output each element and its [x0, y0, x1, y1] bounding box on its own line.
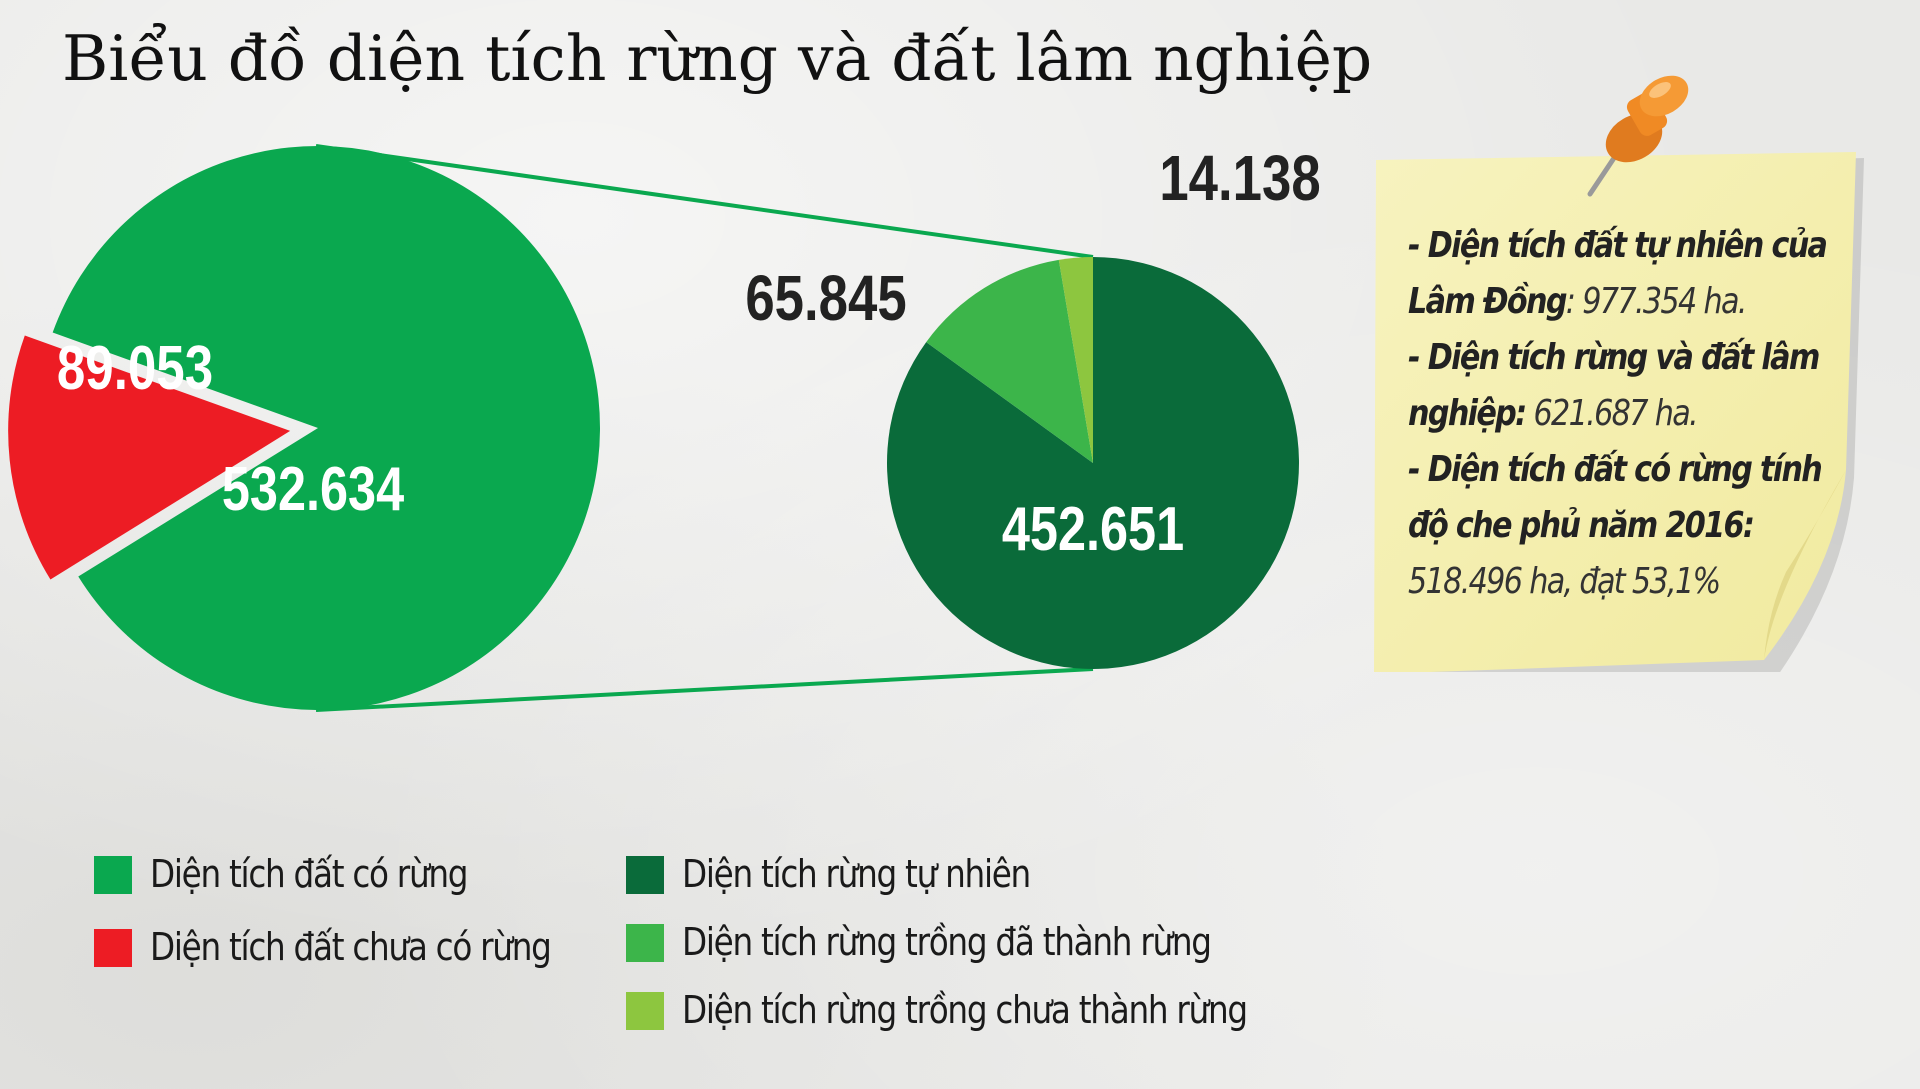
pie-forest-land	[8, 145, 600, 710]
value-label-planted-established: 65.845	[745, 262, 906, 334]
note-line-5: - Diện tích đất có rừng tính	[1408, 449, 1823, 490]
value-label-planted-not-established: 14.138	[1159, 142, 1320, 214]
slice-planted-established	[926, 259, 1093, 463]
value-label-unforested-land: 89.053	[57, 334, 213, 403]
note-line-1: - Diện tích đất tự nhiên của	[1408, 225, 1828, 266]
chart-title: Biểu đồ diện tích rừng và đất lâm nghiệp	[62, 22, 1373, 95]
legend-swatch	[626, 856, 664, 894]
legend-swatch	[94, 929, 132, 967]
connector-bottom	[315, 667, 1094, 712]
connector-top	[315, 144, 1094, 259]
legend-swatch	[626, 992, 664, 1030]
note-line-3: - Diện tích rừng và đất lâm	[1408, 337, 1820, 378]
legend-label: Diện tích đất chưa có rừng	[150, 925, 552, 969]
legend-label: Diện tích rừng tự nhiên	[682, 852, 1031, 896]
legend-label: Diện tích rừng trồng đã thành rừng	[682, 920, 1212, 964]
value-label-natural-forest: 452.651	[1002, 495, 1184, 564]
pie-forest-breakdown	[886, 257, 1299, 670]
push-pin-icon	[1587, 75, 1689, 197]
slice-planted-not-established	[1058, 257, 1093, 463]
legend-swatch	[94, 856, 132, 894]
note-line-2: Lâm Đồng: 977.354 ha.	[1408, 281, 1747, 322]
slice-forest-land	[52, 145, 600, 710]
legend-swatch	[626, 924, 664, 962]
legend-label: Diện tích rừng trồng chưa thành rừng	[682, 988, 1248, 1032]
slice-unforested-land	[8, 335, 291, 580]
note-line-4: nghiệp: 621.687 ha.	[1408, 393, 1699, 434]
note-line-7: 518.496 ha, đạt 53,1%	[1408, 561, 1721, 602]
slice-natural-forest	[886, 257, 1299, 670]
note-line-6: độ che phủ năm 2016:	[1408, 505, 1755, 546]
note-text: - Diện tích đất tự nhiên của Lâm Đồng: 9…	[1408, 218, 1878, 610]
sticky-note: - Diện tích đất tự nhiên của Lâm Đồng: 9…	[1372, 152, 1868, 672]
sticky-note-paper	[1374, 152, 1864, 672]
connector-lines	[315, 144, 1094, 712]
value-label-forest-land: 532.634	[222, 455, 405, 524]
legend-label: Diện tích đất có rừng	[150, 852, 469, 896]
